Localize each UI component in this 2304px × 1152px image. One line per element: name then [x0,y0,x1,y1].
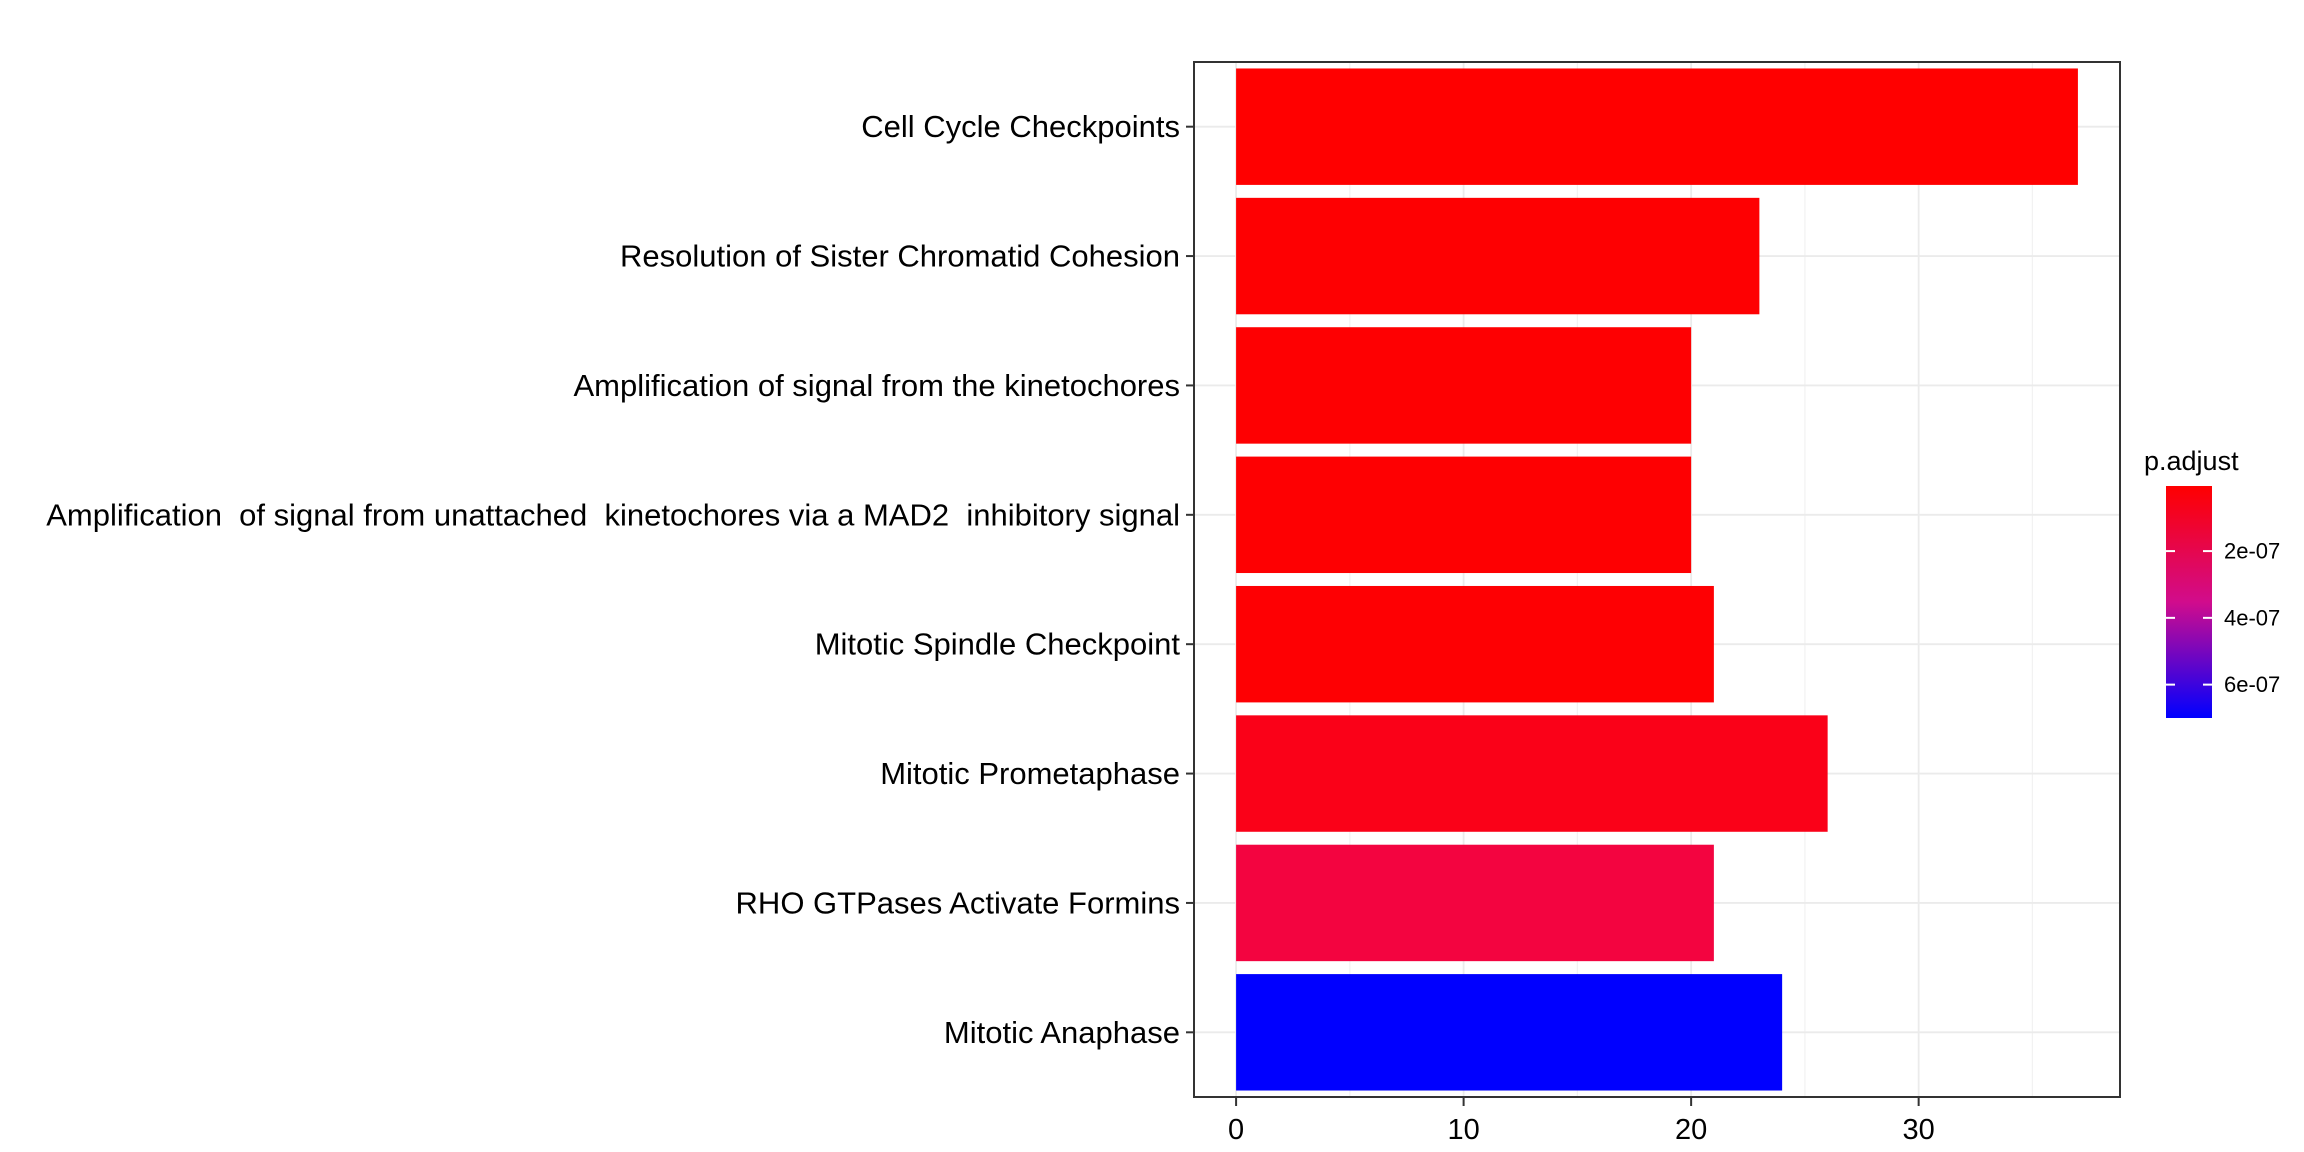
category-label: Mitotic Spindle Checkpoint [815,627,1181,662]
bar [1236,197,1760,315]
legend-tick-label: 2e-07 [2224,539,2280,564]
bar [1236,974,1783,1091]
category-label: Resolution of Sister Chromatid Cohesion [620,239,1180,274]
legend-colorbar [2166,486,2212,718]
bar [1236,327,1692,444]
legend-tick-label: 4e-07 [2224,605,2280,630]
legend-title: p.adjust [2144,446,2239,476]
category-label: Amplification of signal from the kinetoc… [573,368,1180,403]
category-label: RHO GTPases Activate Formins [736,885,1180,920]
legend: p.adjust 2e-07 4e-07 6e-07 [2144,446,2280,718]
x-tick-label: 20 [1675,1114,1707,1146]
legend-tick-label: 6e-07 [2224,672,2280,697]
bar [1236,715,1828,832]
bar [1236,456,1692,574]
bars [1236,68,2078,1091]
category-label: Amplification of signal from unattached … [46,497,1180,532]
axes: Cell Cycle Checkpoints Resolution of Sist… [46,109,1935,1146]
category-label: Mitotic Prometaphase [880,756,1180,791]
x-tick-label: 10 [1447,1114,1479,1146]
category-label: Cell Cycle Checkpoints [861,109,1180,144]
category-label: Mitotic Anaphase [944,1015,1180,1050]
bar [1236,844,1714,962]
x-tick-label: 0 [1228,1114,1244,1146]
bar [1236,68,2078,185]
bar [1236,585,1714,703]
x-tick-label: 30 [1903,1114,1935,1146]
plot-panel-border [1193,61,2121,1098]
